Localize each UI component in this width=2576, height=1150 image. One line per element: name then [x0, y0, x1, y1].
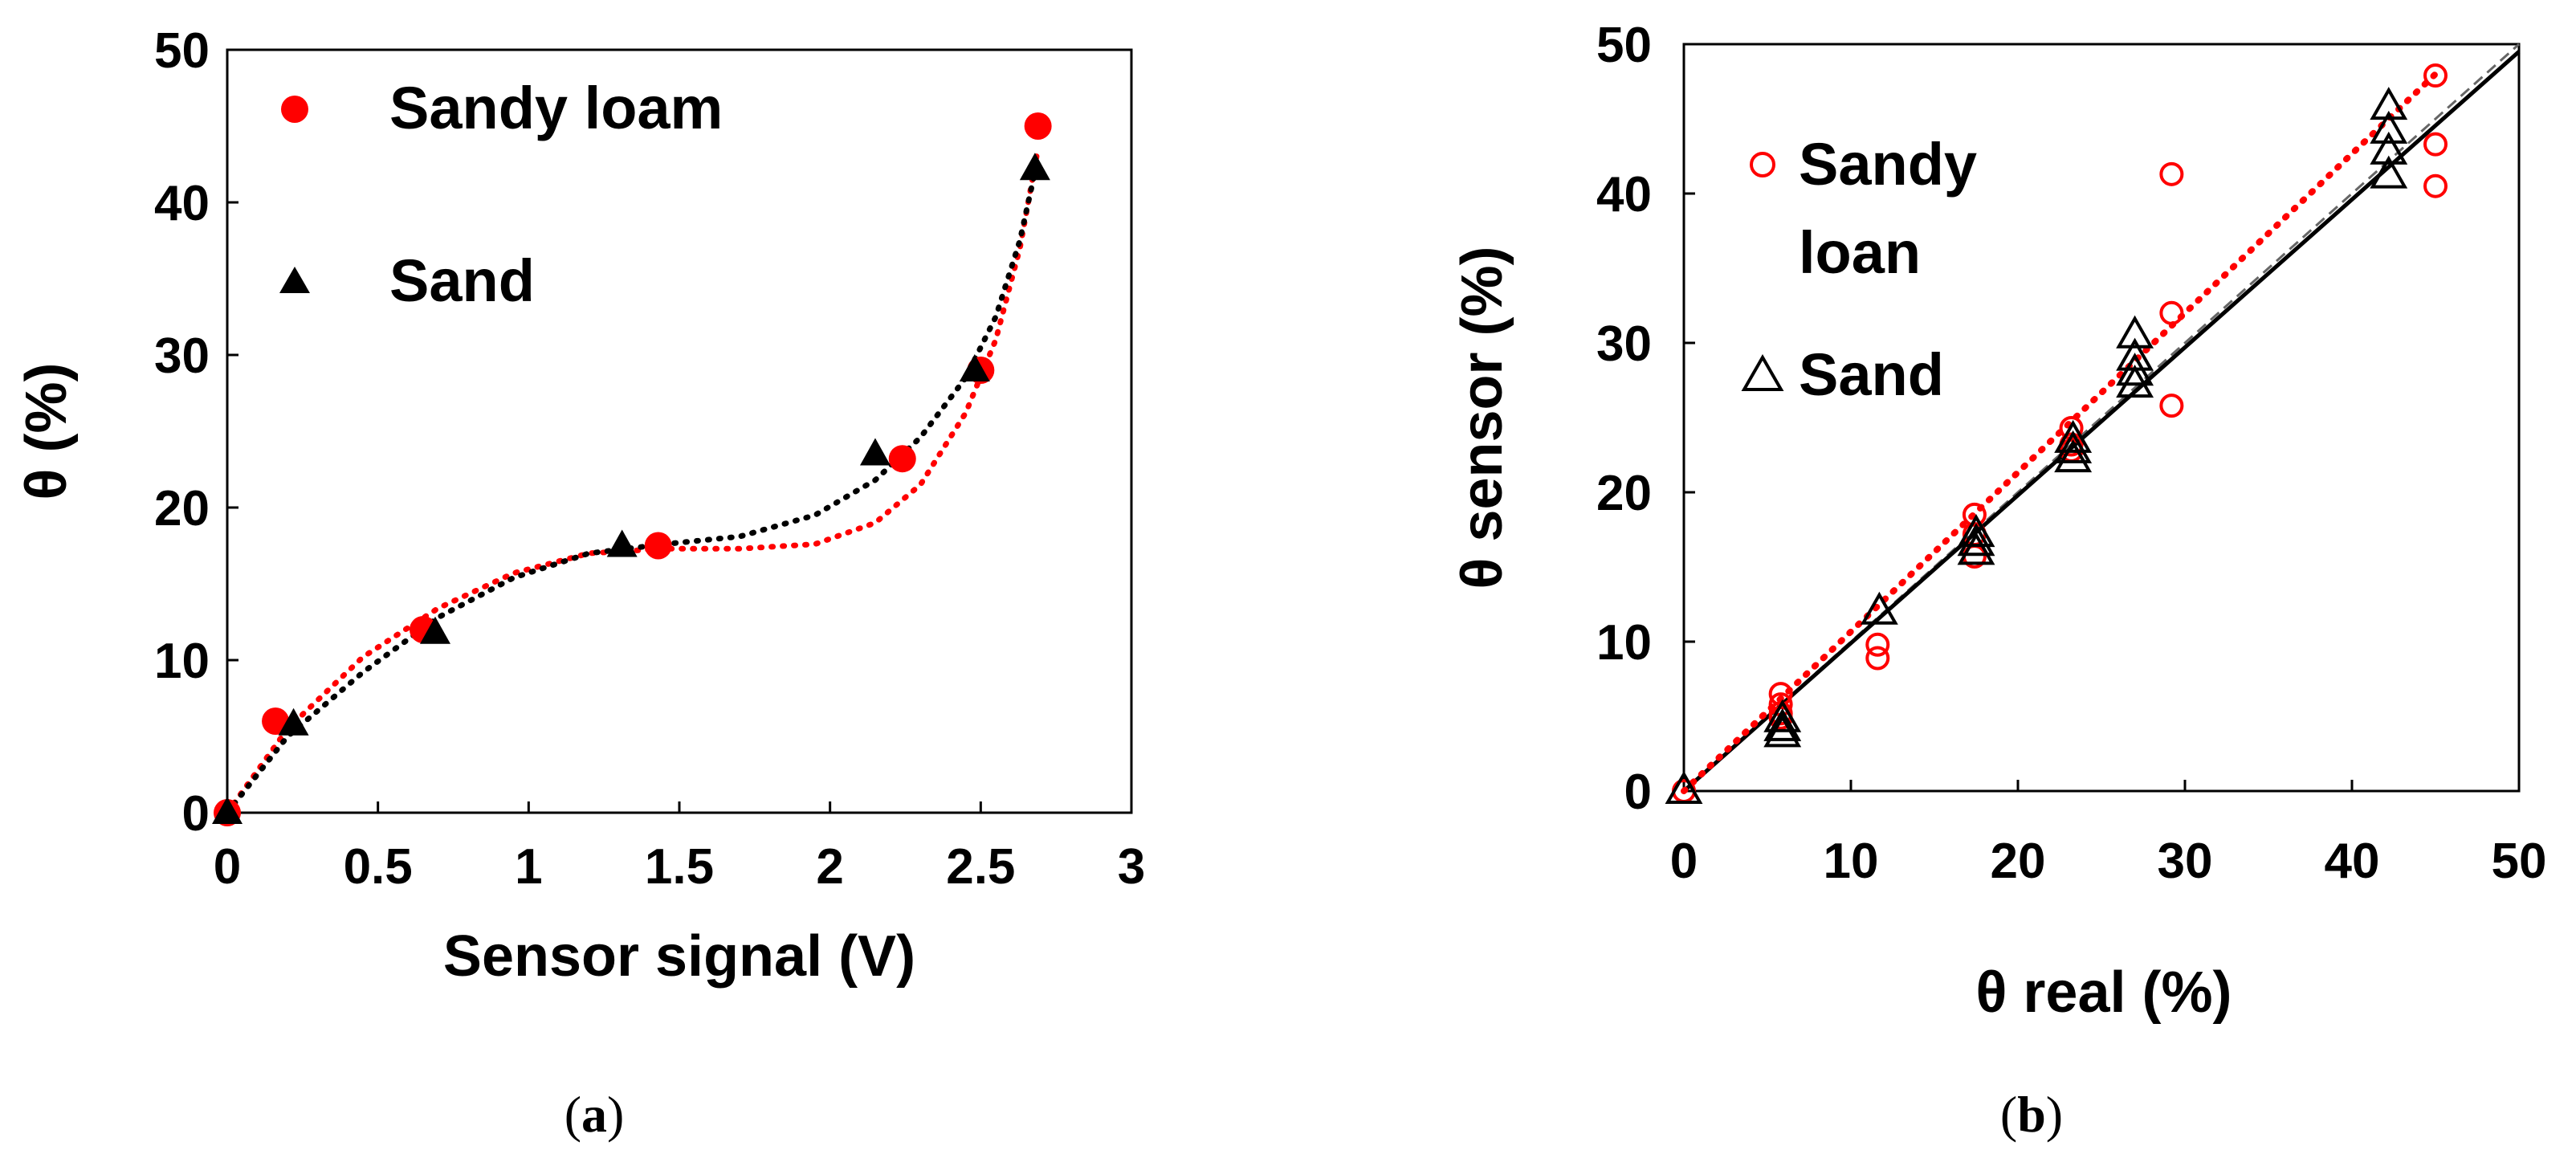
- panel-b-sandy-loan-point: [2159, 161, 2184, 186]
- panel-a-sandy-loam-point: [262, 708, 290, 735]
- panel-b: 0 10 20 30 40 50 0 10 20 30 40 50 θ real (%) θ sen…: [1450, 18, 2546, 1143]
- panel-a-sand-point: [278, 708, 309, 736]
- panel-a-sand-point: [859, 438, 891, 466]
- panel-a-y-tick-label: 30: [154, 328, 210, 384]
- panel-b-sand-point: [1957, 514, 1995, 548]
- panel-a-sand-point: [419, 616, 450, 644]
- panel-b-sand-point: [2116, 353, 2154, 386]
- panel-a-x-axis-label: Sensor signal (V): [443, 924, 915, 989]
- panel-a-y-tick-label: 20: [154, 481, 210, 536]
- panel-a-y-axis-label: θ (%): [14, 363, 79, 500]
- panel-b-sandy-loan-fit-line: [1681, 71, 2439, 794]
- panel-b-y-tick-label: 30: [1596, 316, 1652, 372]
- panel-b-x-tick-label: 10: [1824, 834, 1879, 889]
- panel-a-caption: (a): [565, 1086, 625, 1143]
- panel-a-x-tick-label: 2: [816, 839, 843, 895]
- panel-b-sand-point: [2370, 131, 2408, 165]
- panel-b-sand-point: [1763, 699, 1802, 732]
- panel-a-x-tick-label: 3: [1118, 839, 1145, 895]
- panel-b-y-axis-label: θ sensor (%): [1450, 246, 1514, 589]
- panel-b-sandy-loan-point: [2159, 394, 2184, 418]
- panel-b-y-tick-label: 0: [1624, 765, 1652, 820]
- panel-a-sand-point: [212, 797, 243, 824]
- panel-a-x-tick-label: 0: [214, 839, 241, 895]
- panel-a-legend-sandy-loam-marker: [281, 96, 308, 123]
- panel-b-legend-sand-marker: [1741, 353, 1784, 391]
- panel-b-y-tick-label: 50: [1596, 18, 1652, 73]
- panel-a-sandy-loam-point: [644, 532, 672, 560]
- panel-b-x-tick-label: 40: [2325, 834, 2380, 889]
- panel-a-sand-point: [959, 354, 990, 381]
- panel-b-sand-point: [1763, 714, 1802, 748]
- panel-b-sandy-loan-point: [2159, 300, 2184, 325]
- panel-b-x-axis-label: θ real (%): [1975, 960, 2232, 1025]
- panel-b-caption: (b): [2000, 1086, 2063, 1143]
- panel-a-x-tick-label: 1: [515, 839, 542, 895]
- panel-b-y-tick-label: 20: [1596, 466, 1652, 521]
- panel-a-y-tick-label: 40: [154, 176, 210, 231]
- panel-a: 0 10 20 30 40 50 0 0.5 1 1.5 2 2.5 3 Sensor signal …: [14, 23, 1145, 1143]
- panel-a-x-tick-label: 0.5: [344, 839, 413, 895]
- panel-b-x-tick-label: 0: [1670, 834, 1698, 889]
- panel-b-sand-point: [2054, 430, 2093, 463]
- panel-b-x-tick-label: 30: [2158, 834, 2213, 889]
- panel-b-sand-point: [1860, 591, 1898, 625]
- panel-b-sand-point: [2054, 419, 2093, 453]
- panel-a-legend-sandy-loam-label: Sandy loam: [389, 75, 723, 141]
- panel-a-trendline-sand: [224, 169, 1038, 816]
- panel-b-sandy-loan-point: [2423, 132, 2448, 157]
- panel-b-sand-point: [1763, 708, 1802, 741]
- panel-b-sand-point: [2370, 155, 2408, 189]
- panel-b-y-tick-label: 10: [1596, 615, 1652, 671]
- panel-b-plot-frame: [1682, 43, 2521, 793]
- panel-a-sandy-loam-point: [888, 445, 916, 473]
- panel-b-sand-point: [1957, 523, 1995, 557]
- panel-b-y-tick-label: 40: [1596, 167, 1652, 222]
- panel-b-caption-letter: b: [2017, 1086, 2046, 1143]
- panel-b-sand-point: [1665, 770, 1703, 804]
- panel-b-sandy-loan-point: [1865, 632, 1890, 657]
- panel-b-x-tick-label: 50: [2492, 834, 2547, 889]
- panel-a-x-tick-label: 2.5: [946, 839, 1015, 895]
- panel-a-sand-point: [1019, 153, 1050, 181]
- panel-a-sandy-loam-point: [1024, 112, 1052, 140]
- panel-b-sandy-loan-point: [2423, 63, 2448, 88]
- panel-a-legend-sand-marker: [279, 267, 310, 293]
- panel-b-sandy-loan-point: [1865, 646, 1890, 671]
- panel-a-trendline-sandy-loam: [224, 146, 1041, 816]
- panel-b-legend-sandy-loan-label-line2: loan: [1799, 219, 1921, 286]
- panel-a-sand-point: [606, 529, 638, 557]
- panel-a-plot-frame: [226, 48, 1133, 814]
- panel-b-sand-point: [2370, 110, 2408, 144]
- panel-b-legend-sandy-loan-marker: [1750, 152, 1775, 177]
- panel-b-sand-point: [2116, 315, 2154, 349]
- panel-a-x-tick-label: 1.5: [645, 839, 714, 895]
- panel-a-caption-letter: a: [581, 1086, 607, 1143]
- panel-b-legend-sand-label: Sand: [1799, 341, 1944, 408]
- panel-a-y-tick-label: 10: [154, 634, 210, 689]
- panel-b-x-tick-label: 20: [1991, 834, 2046, 889]
- panel-a-y-tick-label: 50: [154, 23, 210, 79]
- panel-b-sand-point: [2054, 439, 2093, 473]
- panel-b-sand-point: [1957, 532, 1995, 565]
- panel-b-legend-sandy-loan-label-line1: Sandy: [1799, 131, 1977, 198]
- panel-b-sand-point: [2370, 87, 2408, 120]
- panel-a-legend-sand-label: Sand: [389, 247, 535, 314]
- panel-b-sand-point: [2116, 365, 2154, 398]
- panel-b-sandy-loan-point: [2423, 173, 2448, 198]
- panel-a-y-tick-label: 0: [182, 786, 210, 842]
